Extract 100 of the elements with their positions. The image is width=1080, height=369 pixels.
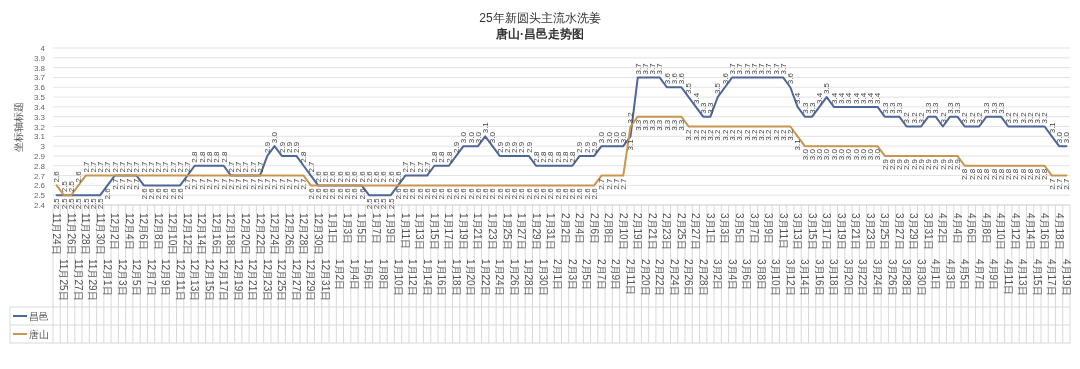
x-tick-label: 2月1日 [552, 259, 564, 291]
data-label: 3.6 [662, 72, 672, 85]
data-label: 3.7 [735, 62, 745, 75]
x-tick-label: 12月3日 [116, 259, 128, 296]
data-label: 2.6 [589, 187, 599, 200]
x-tick-label: 12月20日 [240, 213, 251, 256]
x-tick-label: 12月26日 [283, 213, 295, 256]
data-label: 3.7 [742, 62, 752, 75]
x-tick-label: 1月18日 [450, 259, 462, 296]
data-label: 2.7 [132, 160, 142, 173]
x-tick-label: 12月9日 [160, 259, 172, 296]
data-label: 2.5 [66, 197, 76, 210]
x-tick-label: 11月28日 [80, 213, 92, 255]
data-label: 3.6 [720, 72, 730, 85]
x-tick-label: 1月22日 [479, 259, 491, 296]
x-tick-label: 1月30日 [537, 259, 549, 296]
data-label: 2.7 [284, 178, 294, 190]
data-label: 2.7 [248, 160, 258, 173]
data-label: 2.6 [386, 170, 396, 183]
x-tick-label: 1月9日 [385, 213, 397, 245]
data-label: 3.7 [728, 62, 738, 75]
x-tick-label: 1月11日 [399, 213, 411, 249]
data-label: 2.7 [96, 160, 106, 173]
data-label: 2.6 [430, 187, 440, 200]
x-tick-label: 2月23日 [661, 213, 673, 250]
data-label: 2.9 [924, 158, 934, 171]
data-label: 3.3 [989, 102, 999, 114]
data-label: 2.5 [386, 197, 396, 210]
data-label: 2.9 [931, 158, 941, 171]
x-tick-label: 12月8日 [152, 213, 164, 250]
x-tick-label: 4月1日 [930, 259, 942, 291]
x-tick-label: 1月3日 [341, 213, 353, 245]
data-label: 3.2 [757, 128, 767, 141]
data-label: 2.5 [52, 197, 62, 210]
data-label: 2.7 [103, 160, 113, 173]
data-label: 3.2 [720, 128, 730, 141]
y-axis-title: 坐标轴标题 [13, 101, 24, 152]
data-label: 2.6 [444, 187, 454, 200]
data-label: 2.6 [306, 187, 316, 200]
data-label: 2.8 [568, 151, 578, 163]
x-tick-label: 4月7日 [973, 259, 985, 291]
data-label: 2.6 [488, 187, 498, 200]
data-label: 3.2 [902, 111, 912, 124]
y-tick-label: 3.9 [33, 53, 46, 63]
data-label: 3.0 [829, 148, 839, 161]
data-label: 3.3 [895, 102, 905, 114]
data-label: 2.7 [263, 178, 273, 190]
x-tick-label: 12月16日 [210, 213, 222, 256]
data-label: 2.7 [234, 160, 244, 173]
data-label: 2.6 [510, 187, 520, 200]
data-label: 3.7 [655, 62, 665, 75]
data-label: 3.5 [713, 82, 723, 95]
data-label: 3.0 [873, 148, 883, 161]
data-label: 3.2 [626, 111, 636, 124]
data-label: 3.2 [786, 128, 796, 141]
data-label: 2.7 [619, 178, 629, 190]
x-tick-label: 1月12日 [407, 259, 419, 296]
data-label: 3.7 [648, 62, 658, 75]
y-tick-label: 2.9 [33, 151, 46, 161]
x-tick-label: 3月8日 [755, 259, 767, 291]
x-tick-label: 2月7日 [595, 259, 607, 291]
data-label: 3.2 [967, 111, 977, 124]
data-label: 3.4 [866, 92, 876, 104]
data-label: 2.8 [560, 151, 570, 163]
data-label: 2.9 [902, 158, 912, 171]
y-tick-label: 3 [40, 142, 46, 152]
data-label: 3.2 [975, 111, 984, 124]
x-tick-label: 1月24日 [494, 259, 506, 296]
data-label: 2.8 [437, 151, 447, 163]
data-label: 3.7 [640, 62, 650, 75]
data-label: 2.5 [59, 197, 69, 210]
y-tick-label: 3.1 [33, 132, 46, 142]
data-label: 2.5 [372, 197, 382, 210]
data-label: 3.4 [829, 92, 839, 104]
y-tick-label: 2.4 [33, 201, 46, 210]
x-tick-label: 3月4日 [726, 259, 738, 291]
data-label: 2.9 [938, 158, 948, 171]
data-label: 2.7 [277, 178, 287, 190]
x-tick-label: 11月27日 [72, 259, 84, 301]
data-label: 2.8 [546, 151, 556, 163]
data-label: 2.6 [466, 187, 476, 200]
x-tick-label: 2月26日 [683, 259, 695, 296]
x-tick-label: 12月18日 [225, 213, 237, 256]
data-label: 2.6 [393, 170, 403, 183]
data-label: 3.7 [771, 62, 781, 75]
x-tick-label: 12月5日 [131, 259, 143, 296]
x-tick-label: 4月11日 [1002, 259, 1014, 295]
x-tick-label: 2月4日 [574, 213, 586, 245]
data-label: 2.7 [88, 160, 98, 173]
x-tick-label: 12月11日 [174, 259, 186, 301]
data-label: 2.7 [1047, 178, 1057, 190]
data-label: 2.9 [263, 141, 273, 153]
x-tick-label: 2月8日 [603, 213, 615, 245]
data-label: 3.4 [836, 92, 846, 104]
data-label: 2.6 [328, 187, 338, 200]
x-tick-label: 1月23日 [486, 213, 498, 250]
data-label: 2.6 [560, 187, 570, 200]
x-tick-label: 12月28日 [298, 213, 310, 256]
data-label: 2.6 [422, 187, 432, 200]
data-label: 2.7 [125, 160, 135, 173]
